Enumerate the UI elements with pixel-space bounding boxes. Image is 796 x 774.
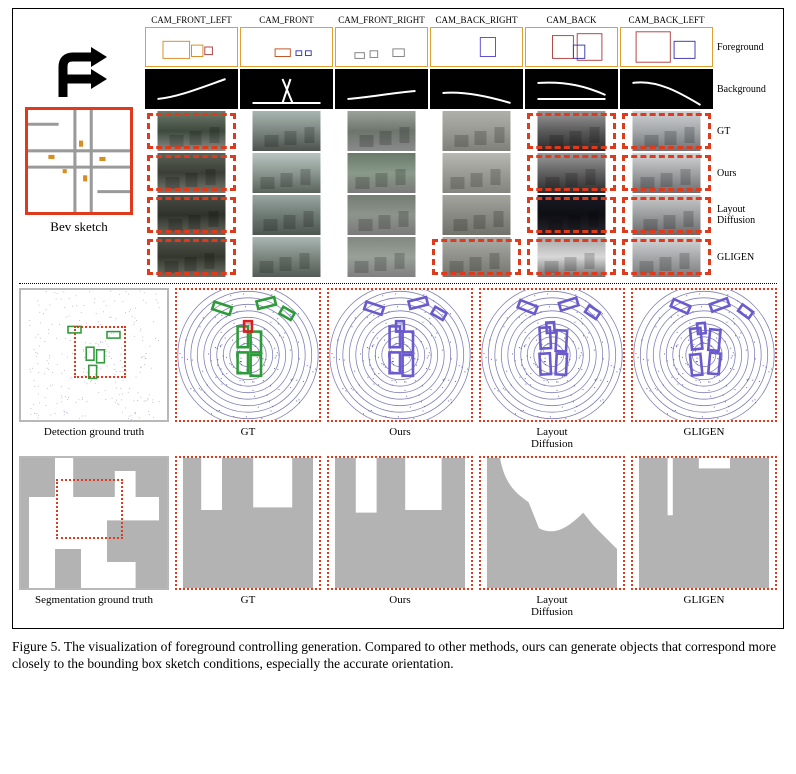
camera-grid-wrap: CAM_FRONT_LEFTCAM_FRONTCAM_FRONT_RIGHTCA… <box>145 15 777 277</box>
row-label: Foreground <box>715 27 777 67</box>
panel-caption: Segmentation ground truth <box>19 594 169 618</box>
camera-cell <box>335 195 428 235</box>
detection-captions: Detection ground truthGTOursLayoutDiffus… <box>19 424 777 450</box>
camera-cell <box>430 27 523 67</box>
panel-caption: GLIGEN <box>631 594 777 618</box>
panel-caption: GT <box>175 426 321 450</box>
camera-cell <box>145 27 238 67</box>
camera-cell <box>525 27 618 67</box>
camera-header: CAM_BACK_LEFT <box>620 15 713 25</box>
camera-cell <box>335 111 428 151</box>
row-label: GLIGEN <box>715 237 777 277</box>
camera-cell <box>620 69 713 109</box>
camera-cell <box>335 153 428 193</box>
camera-cell <box>525 111 618 151</box>
panel-caption: Detection ground truth <box>19 426 169 450</box>
detection-row <box>19 288 777 422</box>
camera-cell <box>240 195 333 235</box>
camera-header: CAM_BACK_RIGHT <box>430 15 523 25</box>
camera-cell <box>525 195 618 235</box>
camera-cell <box>335 237 428 277</box>
segmentation-result <box>327 456 473 590</box>
detection-gt-overview <box>19 288 169 422</box>
camera-header: CAM_BACK <box>525 15 618 25</box>
camera-header: CAM_FRONT_LEFT <box>145 15 238 25</box>
camera-header: CAM_FRONT <box>240 15 333 25</box>
row-label: Ours <box>715 153 777 193</box>
left-column: Bev sketch <box>19 15 139 277</box>
detection-result <box>479 288 625 422</box>
row-label: Background <box>715 69 777 109</box>
camera-cell <box>430 153 523 193</box>
figure-caption: Figure 5. The visualization of foregroun… <box>12 639 784 673</box>
panel-caption: GT <box>175 594 321 618</box>
camera-cell <box>240 153 333 193</box>
detection-result <box>175 288 321 422</box>
camera-cell <box>335 27 428 67</box>
camera-cell <box>620 237 713 277</box>
camera-cell <box>145 153 238 193</box>
camera-cell <box>240 27 333 67</box>
camera-cell <box>620 153 713 193</box>
detection-result <box>631 288 777 422</box>
camera-cell <box>620 27 713 67</box>
segmentation-row <box>19 456 777 590</box>
camera-cell <box>525 153 618 193</box>
camera-cell <box>620 111 713 151</box>
camera-cell <box>145 111 238 151</box>
camera-cell <box>145 69 238 109</box>
segmentation-result <box>631 456 777 590</box>
segmentation-result <box>175 456 321 590</box>
camera-cell <box>240 237 333 277</box>
panel-caption: GLIGEN <box>631 426 777 450</box>
camera-grid: ForegroundBackgroundGTOursLayoutDiffusio… <box>145 27 777 277</box>
row-label: LayoutDiffusion <box>715 195 777 235</box>
panel-caption: Ours <box>327 426 473 450</box>
camera-cell <box>430 237 523 277</box>
detection-result <box>327 288 473 422</box>
figure-container: Bev sketch CAM_FRONT_LEFTCAM_FRONTCAM_FR… <box>12 8 784 629</box>
camera-cell <box>145 237 238 277</box>
camera-cell <box>430 195 523 235</box>
segmentation-captions: Segmentation ground truthGTOursLayoutDif… <box>19 592 777 618</box>
row-label: GT <box>715 111 777 151</box>
panel-caption: Ours <box>327 594 473 618</box>
camera-cell <box>335 69 428 109</box>
camera-cell <box>525 237 618 277</box>
panel-caption: LayoutDiffusion <box>479 426 625 450</box>
camera-header: CAM_FRONT_RIGHT <box>335 15 428 25</box>
camera-cell <box>525 69 618 109</box>
segmentation-gt-overview <box>19 456 169 590</box>
camera-cell <box>430 111 523 151</box>
segmentation-result <box>479 456 625 590</box>
bev-label: Bev sketch <box>50 219 107 235</box>
camera-cell <box>620 195 713 235</box>
camera-cell <box>240 69 333 109</box>
panel-caption: LayoutDiffusion <box>479 594 625 618</box>
camera-cell <box>240 111 333 151</box>
arrow-icon <box>44 43 114 103</box>
camera-headers: CAM_FRONT_LEFTCAM_FRONTCAM_FRONT_RIGHTCA… <box>145 15 777 25</box>
camera-cell <box>430 69 523 109</box>
camera-cell <box>145 195 238 235</box>
top-section: Bev sketch CAM_FRONT_LEFTCAM_FRONTCAM_FR… <box>19 15 777 277</box>
section-divider <box>19 283 777 284</box>
bev-sketch <box>25 107 133 215</box>
